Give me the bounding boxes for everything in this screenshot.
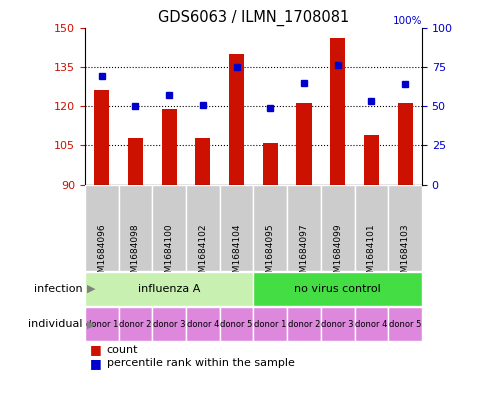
Text: donor 1: donor 1 — [85, 320, 118, 329]
Bar — [287, 307, 320, 341]
Bar — [253, 272, 421, 306]
Bar — [253, 307, 287, 341]
Text: donor 2: donor 2 — [287, 320, 319, 329]
Bar — [397, 103, 412, 185]
Bar — [253, 185, 287, 271]
Bar — [152, 307, 186, 341]
Bar — [94, 90, 109, 185]
Bar — [186, 185, 219, 271]
Bar — [363, 135, 378, 185]
Text: donor 5: donor 5 — [220, 320, 252, 329]
Bar — [219, 185, 253, 271]
Bar — [387, 307, 421, 341]
Text: individual: individual — [28, 319, 82, 329]
Bar — [354, 185, 387, 271]
Bar — [85, 185, 118, 271]
Title: GDS6063 / ILMN_1708081: GDS6063 / ILMN_1708081 — [157, 10, 348, 26]
Text: count: count — [106, 345, 138, 354]
Bar — [262, 143, 277, 185]
Text: GSM1684100: GSM1684100 — [164, 224, 173, 284]
Text: GSM1684103: GSM1684103 — [400, 224, 409, 284]
Text: GSM1684098: GSM1684098 — [131, 224, 140, 284]
Bar — [85, 272, 253, 306]
Text: influenza A: influenza A — [137, 284, 200, 294]
Text: GSM1684101: GSM1684101 — [366, 224, 375, 284]
Text: GSM1684096: GSM1684096 — [97, 224, 106, 284]
Text: no virus control: no virus control — [294, 284, 380, 294]
Text: percentile rank within the sample: percentile rank within the sample — [106, 358, 294, 368]
Text: donor 4: donor 4 — [186, 320, 219, 329]
Text: GSM1684099: GSM1684099 — [333, 224, 342, 284]
Bar — [228, 54, 243, 185]
Text: donor 4: donor 4 — [354, 320, 387, 329]
Text: ■: ■ — [90, 357, 105, 370]
Text: donor 1: donor 1 — [254, 320, 286, 329]
Bar — [387, 185, 421, 271]
Text: donor 3: donor 3 — [152, 320, 185, 329]
Text: GSM1684104: GSM1684104 — [231, 224, 241, 284]
Bar — [354, 307, 387, 341]
Bar — [152, 185, 186, 271]
Text: GSM1684102: GSM1684102 — [198, 224, 207, 284]
Text: ▶: ▶ — [87, 284, 96, 294]
Bar — [128, 138, 143, 185]
Bar — [118, 307, 152, 341]
Text: 100%: 100% — [392, 16, 421, 26]
Text: infection: infection — [34, 284, 82, 294]
Text: donor 5: donor 5 — [388, 320, 421, 329]
Bar — [161, 109, 176, 185]
Bar — [85, 307, 118, 341]
Bar — [195, 138, 210, 185]
Bar — [118, 185, 152, 271]
Bar — [219, 307, 253, 341]
Bar — [287, 185, 320, 271]
Text: donor 3: donor 3 — [321, 320, 353, 329]
Text: GSM1684097: GSM1684097 — [299, 224, 308, 284]
Bar — [186, 307, 219, 341]
Bar — [330, 38, 345, 185]
Bar — [296, 103, 311, 185]
Bar — [320, 307, 354, 341]
Text: GSM1684095: GSM1684095 — [265, 224, 274, 284]
Text: donor 2: donor 2 — [119, 320, 151, 329]
Bar — [320, 185, 354, 271]
Text: ▶: ▶ — [87, 319, 96, 329]
Text: ■: ■ — [90, 343, 105, 356]
